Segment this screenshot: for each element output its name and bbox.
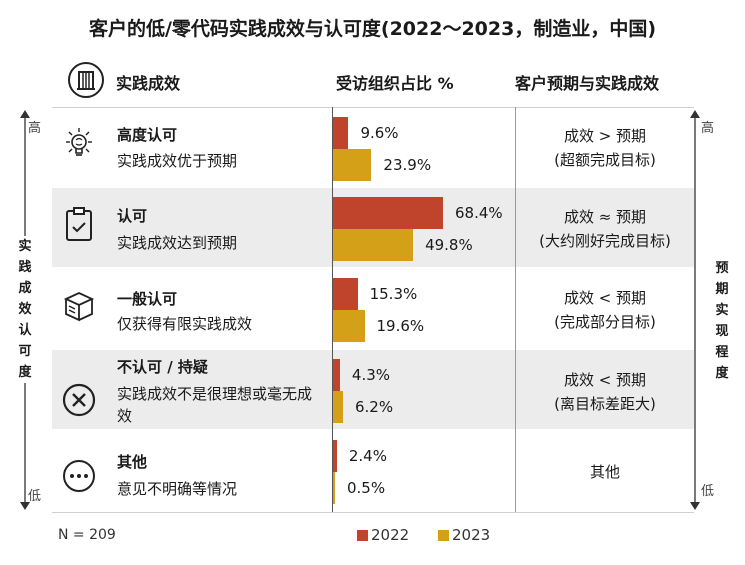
category-title-3: 一般认可	[117, 290, 178, 308]
bar-label-2023-3: 19.6%	[376, 317, 425, 335]
category-desc-1: 实践成效优于预期	[117, 152, 238, 170]
bar-axis-line	[332, 107, 333, 512]
top-divider	[52, 107, 694, 108]
expectation-3-line1: 成效 < 预期	[563, 289, 647, 307]
expectation-1: 成效 > 预期 (超额完成目标)	[516, 124, 694, 172]
bar-2022-4	[333, 359, 340, 391]
bar-label-2022-5: 2.4%	[348, 447, 387, 465]
category-title-2: 认可	[117, 207, 148, 225]
bar-label-2023-5: 0.5%	[347, 479, 386, 497]
bar-label-2022-1: 9.6%	[360, 124, 399, 142]
x-circle-icon	[62, 383, 96, 417]
bar-label-2023-1: 23.9%	[383, 156, 432, 174]
lightbulb-brain-icon	[66, 128, 92, 156]
expectation-5: 其他	[516, 460, 694, 484]
expectation-4: 成效 < 预期 (离目标差距大)	[516, 368, 694, 416]
expectation-3: 成效 < 预期 (完成部分目标)	[516, 286, 694, 334]
category-desc-4: 实践成效不是很理想或毫无成效	[117, 385, 313, 425]
expectation-3-line2: (完成部分目标)	[554, 313, 656, 331]
chart-title: 客户的低/零代码实践成效与认可度(2022～2023，制造业，中国)	[88, 18, 657, 40]
expectation-2: 成效 ≈ 预期 (大约刚好完成目标)	[516, 205, 694, 253]
bar-2023-4	[333, 391, 343, 423]
category-title-4: 不认可 / 持疑	[117, 358, 208, 376]
row-bg-4	[52, 350, 694, 429]
legend-swatch-2022	[357, 529, 368, 541]
legend-swatch-2023	[438, 529, 449, 541]
bar-label-2022-3: 15.3%	[369, 285, 418, 303]
ellipsis-circle-icon	[63, 460, 95, 492]
category-desc-3: 仅获得有限实践成效	[117, 315, 253, 333]
bar-2023-5	[333, 472, 335, 504]
bar-label-2023-2: 49.8%	[425, 236, 473, 254]
legend-label-2022: 2022	[371, 526, 410, 544]
bar-2023-2	[333, 229, 414, 261]
header-expectation: 客户预期与实践成效	[515, 74, 660, 93]
bar-2022-2	[333, 197, 443, 229]
expectation-1-line2: (超额完成目标)	[554, 151, 656, 169]
category-desc-2: 实践成效达到预期	[117, 234, 238, 252]
open-box-icon	[63, 292, 95, 322]
category-title-1: 高度认可	[117, 126, 178, 144]
right-axis-low: 低	[701, 484, 715, 499]
header-practice: 实践成效	[116, 74, 181, 93]
legend-label-2023: 2023	[452, 526, 491, 544]
expectation-2-line2: (大约刚好完成目标)	[539, 232, 671, 250]
category-title-5: 其他	[117, 453, 148, 471]
right-axis-arrow	[690, 110, 700, 510]
expectation-5-line1: 其他	[589, 463, 620, 481]
left-axis-label: 实践成效认可度	[17, 236, 33, 383]
expectation-4-line1: 成效 < 预期	[563, 371, 647, 389]
building-icon	[68, 62, 104, 98]
sample-size-note: N = 209	[58, 527, 116, 543]
bar-2023-3	[333, 310, 365, 342]
left-axis-high: 高	[28, 121, 42, 136]
bar-label-2022-4: 4.3%	[351, 366, 391, 384]
expectation-2-line1: 成效 ≈ 预期	[563, 208, 647, 226]
bar-2023-1	[333, 149, 372, 181]
expectation-4-line2: (离目标差距大)	[554, 395, 656, 413]
bar-label-2023-4: 6.2%	[354, 398, 394, 416]
header-share: 受访组织占比 %	[336, 74, 454, 93]
legend-2022: 2022	[357, 526, 409, 544]
left-axis-low: 低	[28, 489, 42, 504]
column-divider	[515, 107, 516, 512]
expectation-1-line1: 成效 > 预期	[563, 127, 647, 145]
right-axis-label: 预期实现程度	[714, 258, 730, 384]
bar-label-2022-2: 68.4%	[455, 204, 503, 222]
bar-2022-3	[333, 278, 358, 310]
bar-2022-5	[333, 440, 337, 472]
clipboard-check-icon	[66, 207, 92, 241]
bottom-divider	[52, 512, 694, 513]
bar-2022-1	[333, 117, 349, 149]
category-desc-5: 意见不明确等情况	[117, 480, 238, 498]
legend-2023: 2023	[438, 526, 490, 544]
right-axis-high: 高	[701, 121, 715, 136]
